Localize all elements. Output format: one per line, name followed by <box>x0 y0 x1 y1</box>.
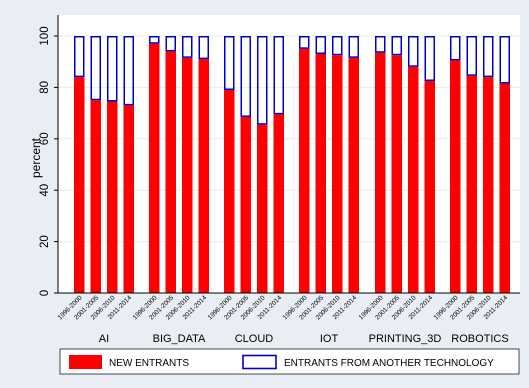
bar-other-tech-robotics-2011-2014 <box>499 36 510 84</box>
bar-other-tech-cloud-2001-2005 <box>240 36 251 117</box>
bar-new-entrants-iot-2006-2010 <box>332 55 343 294</box>
bar-other-tech-cloud-1996-2000 <box>224 36 235 90</box>
bar-new-entrants-cloud-2011-2014 <box>273 114 284 293</box>
bar-other-tech-big-data-2006-2010 <box>182 36 193 58</box>
category-label-robotics: ROBOTICS <box>451 333 508 345</box>
bar-other-tech-ai-2011-2014 <box>123 36 134 106</box>
bar-other-tech-printing-3d-1996-2000 <box>375 36 386 53</box>
legend-swatch-new-entrants <box>69 355 102 369</box>
y-tick-label: 60 <box>39 132 51 145</box>
y-axis-ticks: 0 20 40 60 80 100 <box>39 26 58 296</box>
bar-new-entrants-cloud-1996-2000 <box>224 89 235 293</box>
bar-new-entrants-robotics-1996-2000 <box>450 60 461 293</box>
category-label-ai: AI <box>99 333 109 345</box>
y-tick-label: 40 <box>39 184 51 197</box>
legend-label-new-entrants: NEW ENTRANTS <box>109 358 189 369</box>
bar-other-tech-ai-1996-2000 <box>74 36 85 78</box>
bars <box>74 36 510 294</box>
bar-other-tech-iot-1996-2000 <box>299 36 310 49</box>
y-axis-title: percent <box>29 137 43 178</box>
y-tick-label: 80 <box>39 81 51 94</box>
bar-other-tech-cloud-2011-2014 <box>273 36 284 115</box>
bar-new-entrants-iot-1996-2000 <box>299 48 310 293</box>
bar-other-tech-printing-3d-2001-2005 <box>391 36 402 56</box>
bar-new-entrants-printing-3d-2011-2014 <box>424 80 435 293</box>
grid <box>58 35 520 243</box>
bar-new-entrants-printing-3d-2001-2005 <box>391 55 402 294</box>
bar-new-entrants-ai-1996-2000 <box>74 77 85 294</box>
bar-new-entrants-cloud-2006-2010 <box>257 124 268 293</box>
y-tick-label: 100 <box>39 26 51 45</box>
bar-new-entrants-big-data-2011-2014 <box>198 59 209 293</box>
category-label-printing-3d: PRINTING_3D <box>369 333 442 345</box>
bar-new-entrants-ai-2011-2014 <box>123 105 134 293</box>
bar-other-tech-robotics-2006-2010 <box>483 36 494 78</box>
bar-new-entrants-iot-2011-2014 <box>348 57 359 293</box>
bar-new-entrants-cloud-2001-2005 <box>240 116 251 293</box>
bar-new-entrants-printing-3d-2006-2010 <box>408 66 419 293</box>
y-tick-label: 0 <box>39 290 51 296</box>
bar-new-entrants-iot-2001-2005 <box>315 53 326 293</box>
legend-swatch-other-tech <box>242 354 277 370</box>
bar-other-tech-printing-3d-2011-2014 <box>424 36 435 81</box>
category-label-big-data: BIG_DATA <box>153 333 206 345</box>
bar-new-entrants-robotics-2006-2010 <box>483 77 494 294</box>
bar-other-tech-big-data-2011-2014 <box>198 36 209 60</box>
bar-other-tech-ai-2006-2010 <box>107 36 118 102</box>
bar-other-tech-robotics-2001-2005 <box>466 36 477 76</box>
bar-new-entrants-robotics-2011-2014 <box>499 83 510 293</box>
bar-other-tech-robotics-1996-2000 <box>450 36 461 61</box>
legend-label-other-tech: ENTRANTS FROM ANOTHER TECHNOLOGY <box>284 358 494 369</box>
bar-other-tech-ai-2001-2005 <box>90 36 101 101</box>
bar-new-entrants-printing-3d-1996-2000 <box>375 52 386 293</box>
bar-new-entrants-ai-2006-2010 <box>107 101 118 293</box>
bar-other-tech-iot-2001-2005 <box>315 36 326 54</box>
category-label-cloud: CLOUD <box>235 333 274 345</box>
bar-other-tech-big-data-2001-2005 <box>165 36 176 52</box>
bar-other-tech-iot-2011-2014 <box>348 36 359 58</box>
bar-new-entrants-big-data-1996-2000 <box>149 43 160 294</box>
bar-other-tech-big-data-1996-2000 <box>149 36 160 44</box>
bar-new-entrants-robotics-2001-2005 <box>466 75 477 294</box>
bar-new-entrants-big-data-2006-2010 <box>182 57 193 293</box>
bar-other-tech-iot-2006-2010 <box>332 36 343 56</box>
y-tick-label: 20 <box>39 235 51 248</box>
bar-other-tech-printing-3d-2006-2010 <box>408 36 419 67</box>
category-label-iot: IOT <box>320 333 339 345</box>
plot-region <box>58 15 520 293</box>
legend-box <box>59 348 520 375</box>
bar-new-entrants-ai-2001-2005 <box>90 100 101 293</box>
bar-new-entrants-big-data-2001-2005 <box>165 51 176 293</box>
bar-other-tech-cloud-2006-2010 <box>257 36 268 125</box>
